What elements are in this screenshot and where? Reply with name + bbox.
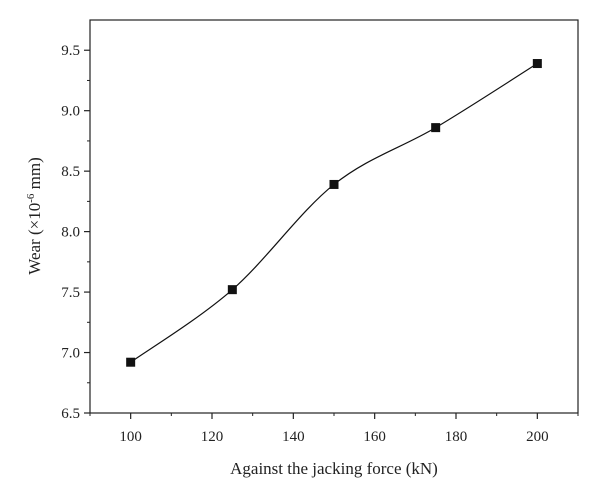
y-axis-title-main: Wear (×10 [25,203,44,275]
series-line [130,63,538,363]
series-markers [126,59,542,367]
y-tick-label: 9.0 [61,104,80,120]
plot-frame [89,19,579,414]
y-tick-label: 8.0 [61,225,80,241]
y-axis-title-exponent: -6 [25,193,37,203]
data-point [126,357,136,367]
y-tick-label: 6.5 [61,406,80,422]
data-point [532,59,542,69]
y-axis-title-unit: mm) [25,157,44,193]
y-tick-label: 8.5 [61,164,80,180]
x-tick-label: 120 [201,429,224,445]
x-axis-ticks: 100 120 140 160 180 200 [89,413,579,445]
x-tick-label: 200 [526,429,549,445]
data-point [329,179,339,189]
x-tick-label: 160 [363,429,386,445]
data-point [227,285,237,295]
y-axis-title: Wear (×10-6 mm) [25,157,44,274]
y-tick-label: 7.0 [61,346,80,362]
data-point [431,123,441,133]
x-tick-label: 100 [119,429,142,445]
x-tick-label: 140 [282,429,305,445]
y-tick-label: 9.5 [61,43,80,59]
x-tick-label: 180 [445,429,468,445]
x-axis-title: Against the jacking force (kN) [230,459,438,478]
y-tick-label: 7.5 [61,285,80,301]
y-axis-ticks: 6.5 7.0 7.5 8.0 8.5 9.0 9.5 [61,43,90,422]
